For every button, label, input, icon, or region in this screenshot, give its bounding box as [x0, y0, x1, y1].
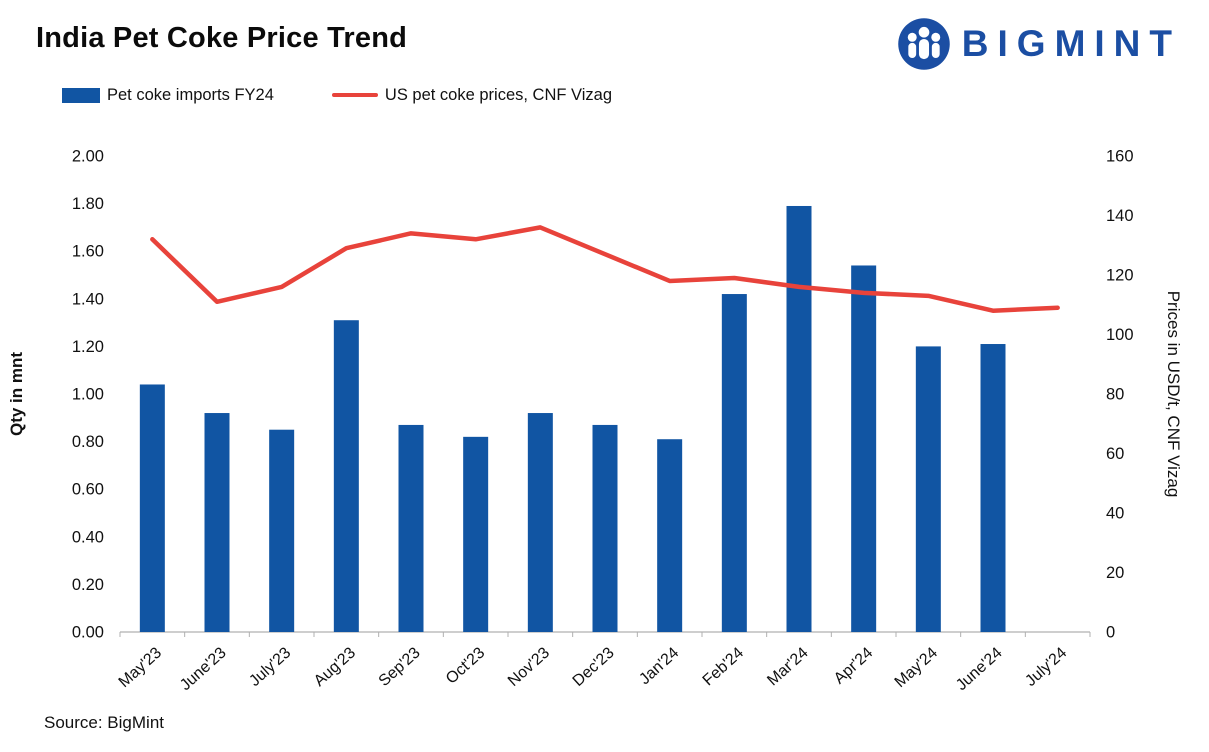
bigmint-logo: BIGMINT — [896, 16, 1181, 72]
right-axis-tick: 140 — [1106, 207, 1134, 225]
legend-item-prices: US pet coke prices, CNF Vizag — [331, 85, 613, 105]
bar-series-swatch — [62, 87, 100, 103]
x-axis-label-group: May'24 — [892, 644, 941, 691]
x-axis-label: Apr'24 — [831, 644, 876, 687]
legend-label-imports: Pet coke imports FY24 — [107, 85, 274, 104]
x-axis-label: Oct'23 — [443, 644, 488, 687]
right-axis-tick: 80 — [1106, 386, 1124, 404]
x-axis-label-group: Mar'24 — [764, 644, 811, 689]
bigmint-logo-text: BIGMINT — [961, 23, 1181, 64]
bar-May'23 — [139, 384, 165, 632]
left-axis-tick: 0.20 — [72, 576, 104, 594]
x-axis-label: Dec'23 — [570, 644, 618, 690]
x-axis-label-group: Aug'23 — [311, 644, 359, 690]
x-axis-label-group: Sep'23 — [376, 644, 424, 690]
left-axis-tick: 1.80 — [72, 195, 104, 213]
right-axis-tick: 40 — [1106, 505, 1124, 523]
x-axis-label: Feb'24 — [700, 644, 747, 689]
legend: Pet coke imports FY24 US pet coke prices… — [62, 84, 1209, 106]
chart-area: 0.00 0.20 0.40 0.60 0.80 1.00 1.20 1.40 1.60 1.80… — [0, 106, 1209, 711]
x-axis-label-group: Oct'23 — [443, 644, 488, 687]
x-axis-label-group: May'23 — [116, 644, 165, 691]
x-axis-label: Sep'23 — [376, 644, 424, 690]
right-axis-tick: 120 — [1106, 267, 1134, 285]
left-axis-tick: 1.20 — [72, 338, 104, 356]
bar-Mar'24 — [786, 205, 812, 632]
bar-Jan'24 — [657, 439, 683, 632]
x-axis-label: May'23 — [116, 644, 165, 691]
x-axis-label: Nov'23 — [505, 644, 553, 690]
header: India Pet Coke Price Trend BIGMINT — [0, 0, 1209, 72]
left-axis-tick: 0.60 — [72, 481, 104, 499]
x-axis-label-group: Dec'23 — [570, 644, 618, 690]
line-series-swatch — [331, 92, 378, 98]
x-axis-label: Aug'23 — [311, 644, 359, 690]
bar-Feb'24 — [721, 294, 747, 632]
left-axis-tick: 2.00 — [72, 148, 104, 166]
bar-Nov'23 — [527, 413, 553, 632]
page-title: India Pet Coke Price Trend — [36, 22, 408, 54]
x-axis-label: July'24 — [1022, 644, 1070, 690]
x-axis-label: May'24 — [892, 644, 941, 691]
right-axis-tick: 60 — [1106, 445, 1124, 463]
bar-Apr'24 — [851, 265, 877, 632]
source-note: Source: BigMint — [44, 713, 164, 732]
legend-label-prices: US pet coke prices, CNF Vizag — [384, 85, 613, 104]
x-axis-label-group: July'23 — [246, 644, 294, 690]
x-axis-label: June'23 — [177, 644, 230, 694]
left-axis-title: Qty in mnt — [7, 352, 26, 436]
price-line — [150, 225, 1060, 313]
bar-June'24 — [980, 344, 1006, 632]
x-axis-label-group: Nov'23 — [505, 644, 553, 690]
left-axis-tick: 1.00 — [72, 386, 104, 404]
x-axis-label: June'24 — [953, 644, 1006, 694]
x-axis-label-group: Apr'24 — [831, 644, 876, 687]
bar-Aug'23 — [333, 320, 359, 632]
left-axis-tick: 1.40 — [72, 290, 104, 308]
combo-chart: 0.00 0.20 0.40 0.60 0.80 1.00 1.20 1.40 1.60 1.80… — [7, 148, 1183, 695]
bar-July'23 — [269, 429, 295, 632]
x-axis-label-group: July'24 — [1022, 644, 1070, 690]
bar-Dec'23 — [592, 424, 618, 632]
right-axis-tick: 100 — [1106, 326, 1134, 344]
x-axis-label-group: June'23 — [177, 644, 230, 694]
bar-Oct'23 — [463, 436, 489, 632]
right-axis-title: Prices in USD/t, CNF Vizag — [1164, 291, 1183, 498]
x-axis-label-group: Feb'24 — [700, 644, 747, 689]
x-axis-label-group: June'24 — [953, 644, 1006, 694]
x-axis-label-group: Jan'24 — [636, 644, 682, 688]
x-axis-label: Jan'24 — [636, 644, 682, 688]
right-axis-tick: 160 — [1106, 148, 1134, 166]
left-axis-tick: 0.00 — [72, 624, 104, 642]
bar-May'24 — [915, 346, 941, 632]
right-axis-tick: 0 — [1106, 624, 1115, 642]
right-axis-tick: 20 — [1106, 564, 1124, 582]
left-axis-tick: 0.80 — [72, 433, 104, 451]
legend-item-imports: Pet coke imports FY24 — [62, 86, 274, 105]
left-axis-tick: 0.40 — [72, 528, 104, 546]
bar-Sep'23 — [398, 424, 424, 632]
x-axis-label: July'23 — [246, 644, 294, 690]
bar-June'23 — [204, 413, 230, 632]
left-axis-tick: 1.60 — [72, 243, 104, 261]
x-axis-label: Mar'24 — [764, 644, 811, 689]
bigmint-logo-icon — [898, 18, 950, 70]
